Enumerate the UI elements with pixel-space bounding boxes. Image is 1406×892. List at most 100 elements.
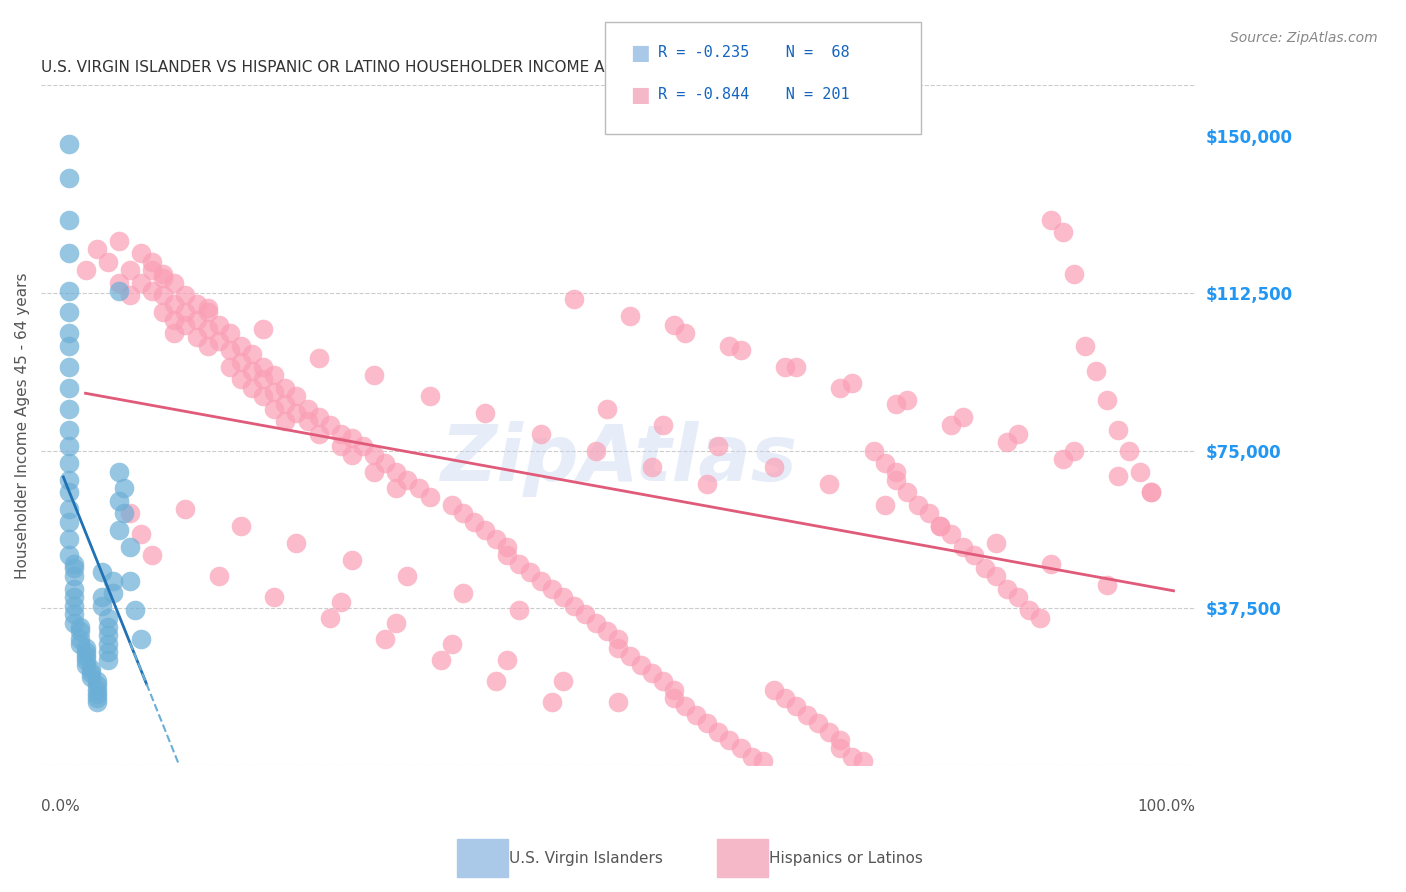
- Point: [385, 481, 408, 495]
- Point: [229, 519, 252, 533]
- Point: [1040, 212, 1063, 227]
- Point: [297, 414, 319, 428]
- Point: [641, 460, 664, 475]
- Point: [440, 636, 463, 650]
- Point: [218, 343, 240, 357]
- Point: [141, 254, 163, 268]
- Point: [319, 611, 342, 625]
- Point: [485, 674, 508, 689]
- Point: [440, 498, 463, 512]
- Text: U.S. VIRGIN ISLANDER VS HISPANIC OR LATINO HOUSEHOLDER INCOME AGES 45 - 64 YEARS: U.S. VIRGIN ISLANDER VS HISPANIC OR LATI…: [41, 60, 920, 75]
- Point: [540, 695, 562, 709]
- Point: [274, 414, 297, 428]
- Point: [630, 657, 652, 672]
- Point: [1118, 443, 1140, 458]
- Point: [112, 481, 135, 495]
- Point: [530, 426, 553, 441]
- Point: [1107, 423, 1129, 437]
- Point: [86, 242, 108, 256]
- Point: [785, 699, 807, 714]
- Point: [58, 170, 80, 185]
- Point: [240, 364, 263, 378]
- Point: [118, 507, 141, 521]
- Point: [673, 326, 696, 340]
- Point: [129, 246, 152, 260]
- Point: [1084, 364, 1107, 378]
- Point: [451, 586, 474, 600]
- Point: [385, 465, 408, 479]
- Point: [129, 632, 152, 647]
- Point: [163, 326, 186, 340]
- Point: [69, 624, 91, 638]
- Point: [607, 695, 630, 709]
- Point: [1129, 465, 1152, 479]
- Point: [619, 649, 641, 664]
- Point: [108, 523, 131, 537]
- Point: [75, 653, 97, 667]
- Point: [240, 381, 263, 395]
- Point: [240, 347, 263, 361]
- Point: [1095, 393, 1118, 408]
- Point: [941, 527, 963, 541]
- Point: [873, 456, 896, 470]
- Point: [252, 322, 274, 336]
- Point: [174, 305, 197, 319]
- Point: [58, 401, 80, 416]
- Point: [58, 381, 80, 395]
- Point: [673, 699, 696, 714]
- Point: [152, 271, 174, 285]
- Point: [419, 490, 441, 504]
- Point: [496, 549, 519, 563]
- Point: [58, 532, 80, 546]
- Point: [651, 418, 673, 433]
- Point: [186, 313, 208, 327]
- Y-axis label: Householder Income Ages 45 - 64 years: Householder Income Ages 45 - 64 years: [15, 272, 30, 579]
- Point: [408, 481, 430, 495]
- Point: [263, 401, 285, 416]
- Point: [363, 448, 385, 462]
- Point: [685, 707, 707, 722]
- Point: [952, 540, 974, 554]
- Point: [374, 632, 396, 647]
- Point: [607, 640, 630, 655]
- Point: [69, 620, 91, 634]
- Point: [562, 599, 585, 613]
- Text: 100.0%: 100.0%: [1137, 799, 1195, 814]
- Point: [896, 485, 918, 500]
- Point: [97, 611, 120, 625]
- Point: [75, 640, 97, 655]
- Point: [340, 552, 363, 566]
- Point: [69, 632, 91, 647]
- Point: [741, 749, 763, 764]
- Point: [252, 359, 274, 374]
- Point: [818, 724, 841, 739]
- Point: [80, 670, 103, 684]
- Point: [485, 532, 508, 546]
- Point: [873, 498, 896, 512]
- Point: [562, 293, 585, 307]
- Point: [707, 724, 730, 739]
- Point: [208, 334, 231, 349]
- Point: [696, 716, 718, 731]
- Point: [58, 305, 80, 319]
- Point: [530, 574, 553, 588]
- Point: [141, 549, 163, 563]
- Point: [152, 305, 174, 319]
- Point: [97, 636, 120, 650]
- Point: [218, 359, 240, 374]
- Point: [174, 502, 197, 516]
- Point: [163, 313, 186, 327]
- Point: [108, 234, 131, 248]
- Point: [129, 276, 152, 290]
- Point: [58, 338, 80, 352]
- Point: [952, 409, 974, 424]
- Point: [730, 343, 752, 357]
- Point: [86, 678, 108, 692]
- Point: [841, 749, 863, 764]
- Point: [208, 318, 231, 332]
- Point: [141, 284, 163, 298]
- Point: [619, 310, 641, 324]
- Point: [69, 636, 91, 650]
- Point: [540, 582, 562, 596]
- Point: [197, 338, 219, 352]
